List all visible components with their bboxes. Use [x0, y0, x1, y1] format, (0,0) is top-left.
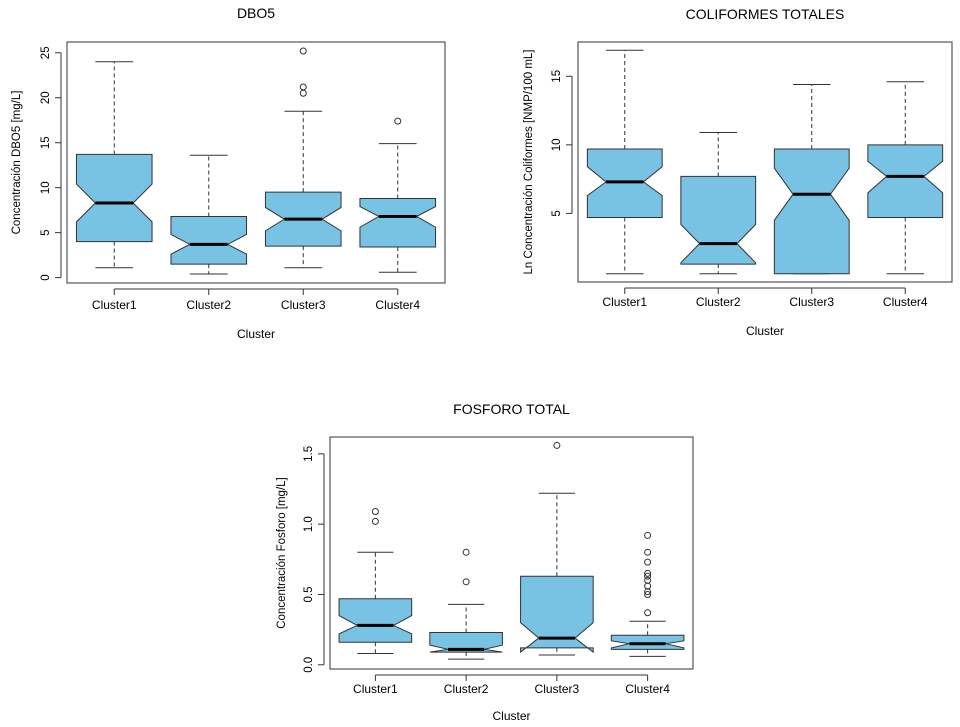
box-Cluster1 [586, 49, 663, 275]
outlier-point [371, 508, 379, 516]
outlier-point [462, 578, 470, 586]
y-tick-label: 5 [40, 229, 52, 235]
y-tick-label: 10 [551, 138, 563, 151]
box-Cluster3 [520, 441, 594, 656]
y-axis-label: Concentración Fosforo [mg/L] [276, 477, 288, 629]
notched-box [773, 148, 850, 275]
x-tick-label: Cluster1 [92, 298, 137, 312]
x-tick-label: Cluster1 [602, 295, 647, 309]
y-tick-label: 1.5 [303, 446, 315, 462]
outlier-point [644, 531, 652, 539]
notched-box [680, 175, 757, 265]
outlier-point [644, 548, 652, 556]
outlier-point [394, 117, 402, 125]
box-Cluster2 [429, 548, 503, 660]
notched-box [170, 215, 248, 265]
outlier-point [644, 576, 652, 584]
x-tick-label: Cluster4 [625, 682, 670, 696]
x-tick-label: Cluster2 [696, 295, 741, 309]
y-tick-label: 5 [551, 210, 563, 216]
x-tick-label: Cluster3 [281, 298, 326, 312]
outlier-point [644, 609, 652, 617]
x-tick-label: Cluster4 [375, 298, 420, 312]
box-Cluster4 [359, 117, 437, 273]
plot-frame [66, 41, 446, 284]
outlier-point [462, 548, 470, 556]
y-tick-label: 10 [40, 181, 52, 194]
chart-title: FOSFORO TOTAL [453, 401, 570, 417]
box-Cluster2 [680, 132, 757, 275]
box-Cluster1 [75, 61, 153, 269]
y-tick-label: 20 [40, 91, 52, 104]
notched-box [359, 197, 437, 248]
chart-3: FOSFORO TOTAL Cluster Concentración Fosfor… [276, 401, 694, 723]
outlier-point [299, 83, 307, 91]
x-tick-label: Cluster3 [789, 295, 834, 309]
y-tick-label: 0.0 [303, 657, 315, 673]
x-axis-label: Cluster [237, 327, 275, 341]
outlier-point [644, 569, 652, 577]
notched-box [338, 598, 413, 643]
notched-box [75, 153, 153, 243]
notched-box [429, 631, 503, 653]
box-Cluster3 [773, 84, 850, 275]
y-axis-label: Concentración DBO5 [mg/L] [11, 91, 23, 235]
x-axis-label: Cluster [746, 324, 784, 338]
chart-1: DBO5 Cluster Concentración DBO5 [mg/L] 0 5 10… [11, 5, 446, 341]
box-Cluster4 [610, 531, 685, 657]
box-Cluster4 [867, 81, 944, 275]
chart-title: COLIFORMES TOTALES [686, 6, 845, 22]
notched-box [867, 144, 944, 219]
outlier-point [644, 582, 652, 590]
y-tick-label: 15 [551, 70, 563, 83]
outlier-point [553, 441, 561, 449]
x-tick-label: Cluster3 [535, 682, 580, 696]
outlier-point [644, 590, 652, 598]
x-tick-label: Cluster2 [444, 682, 489, 696]
box-Cluster3 [264, 47, 342, 269]
x-tick-label: Cluster2 [186, 298, 231, 312]
box-Cluster1 [338, 508, 413, 655]
outlier-point [299, 47, 307, 55]
outlier-point [644, 572, 652, 580]
y-tick-label: 1.0 [303, 516, 315, 532]
x-tick-label: Cluster4 [883, 295, 928, 309]
box-Cluster2 [170, 154, 248, 275]
outlier-point [371, 517, 379, 525]
plot-frame [329, 436, 694, 670]
outlier-point [299, 89, 307, 97]
x-tick-label: Cluster1 [353, 682, 398, 696]
outlier-point [644, 558, 652, 566]
y-tick-label: 15 [40, 136, 52, 149]
chart-title: DBO5 [237, 5, 275, 21]
chart-2: COLIFORMES TOTALES Cluster Ln Concentració… [523, 6, 953, 338]
y-tick-label: 25 [40, 46, 52, 59]
plot-frame [577, 41, 953, 283]
x-axis-label: Cluster [492, 709, 530, 723]
y-tick-label: 0.5 [303, 586, 315, 602]
notched-box [520, 575, 594, 654]
y-axis-label: Ln Concentración Coliformes [NMP/100 mL] [523, 50, 535, 275]
y-tick-label: 0 [40, 274, 52, 280]
